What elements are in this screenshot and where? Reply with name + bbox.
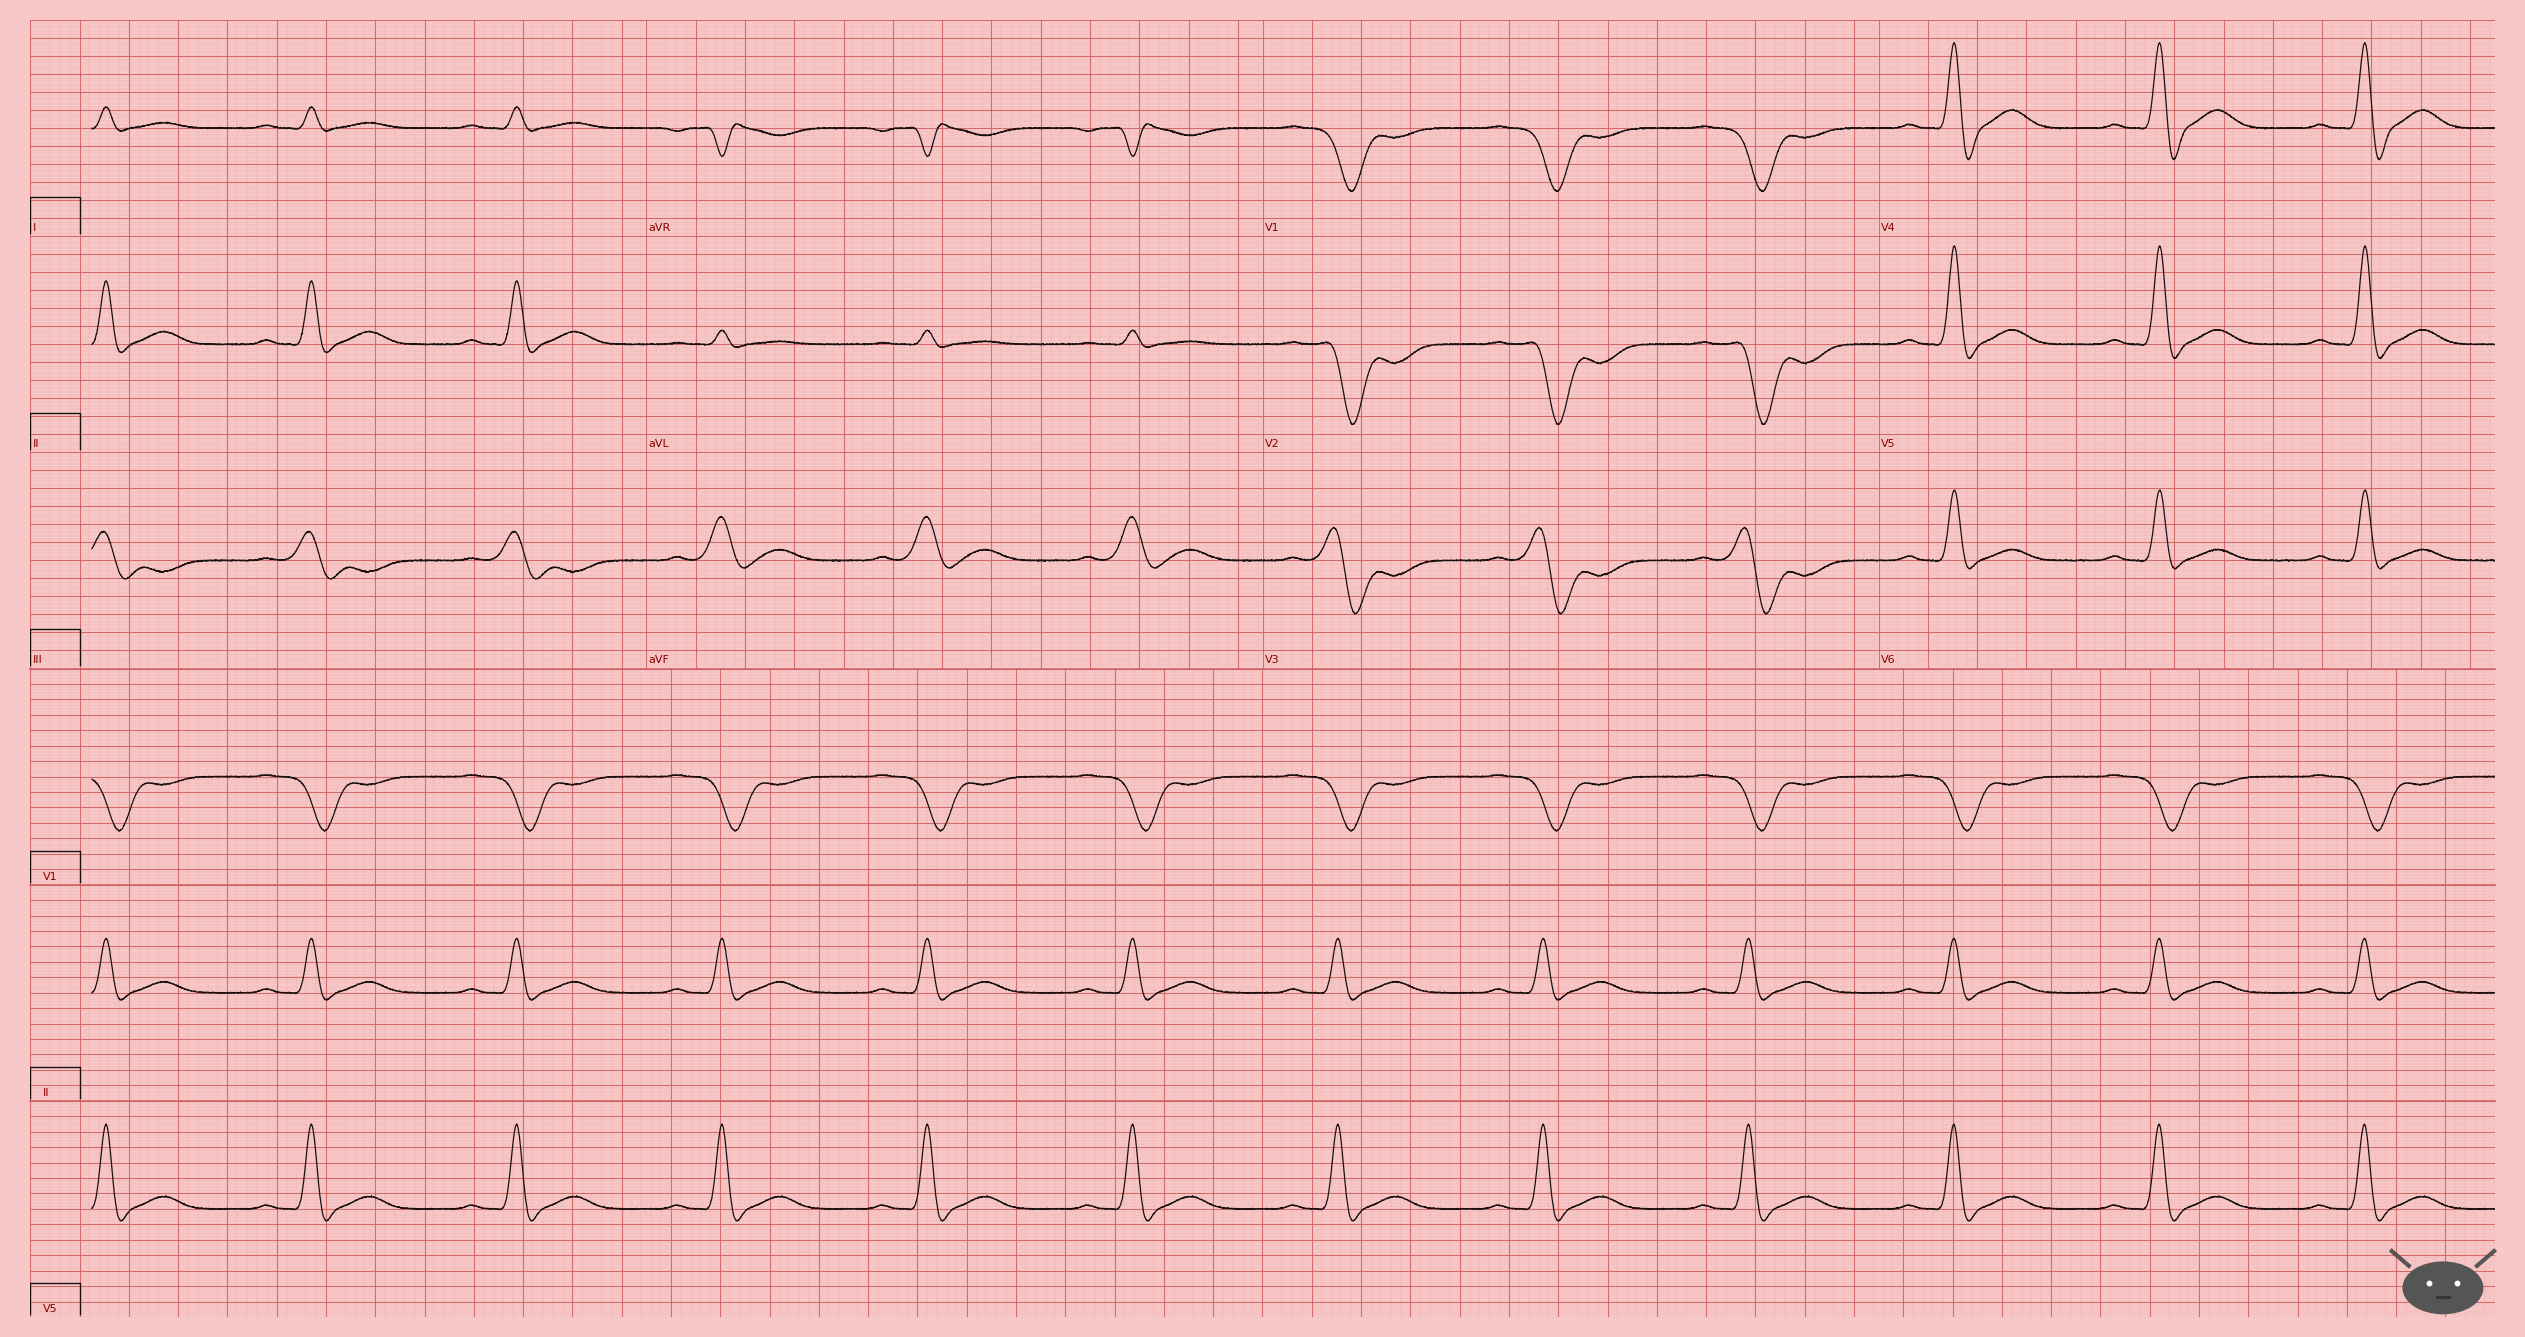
Text: aVL: aVL (649, 439, 669, 449)
Text: V5: V5 (43, 1304, 58, 1314)
Text: V1: V1 (1265, 222, 1280, 233)
Text: V5: V5 (1881, 439, 1896, 449)
Text: III: III (33, 655, 43, 664)
Text: V4: V4 (1881, 222, 1896, 233)
Text: V1: V1 (43, 872, 58, 881)
Circle shape (2404, 1262, 2482, 1313)
Text: V6: V6 (1881, 655, 1896, 664)
Text: V2: V2 (1265, 439, 1280, 449)
Text: V3: V3 (1265, 655, 1280, 664)
Text: II: II (33, 439, 40, 449)
Text: I: I (33, 222, 35, 233)
Text: aVF: aVF (649, 655, 669, 664)
Text: II: II (43, 1088, 48, 1098)
Text: aVR: aVR (649, 222, 672, 233)
